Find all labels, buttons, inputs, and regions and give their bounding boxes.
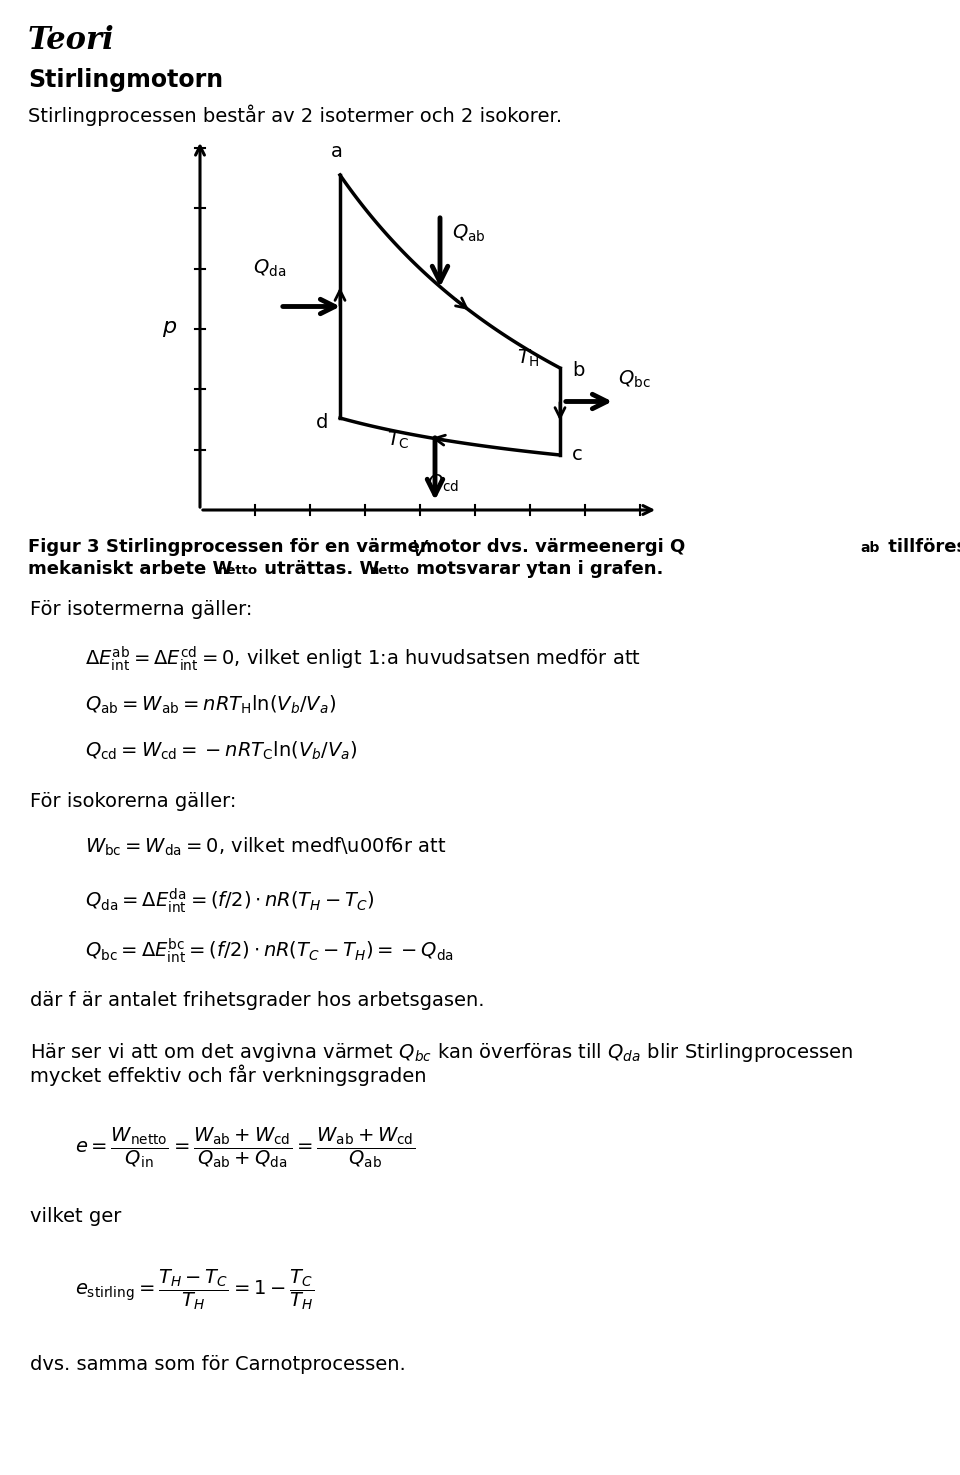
Text: $e = \dfrac{W_{\mathrm{netto}}}{Q_{\mathrm{in}}} = \dfrac{W_{\mathrm{ab}} + W_{\: $e = \dfrac{W_{\mathrm{netto}}}{Q_{\math… — [75, 1125, 415, 1170]
Text: c: c — [572, 445, 583, 465]
Text: $Q_{\mathrm{bc}} = \Delta E_{\mathrm{int}}^{\mathrm{bc}} = (f/2)\cdot nR(T_C - T: $Q_{\mathrm{bc}} = \Delta E_{\mathrm{int… — [85, 937, 454, 965]
Text: där f är antalet frihetsgrader hos arbetsgasen.: där f är antalet frihetsgrader hos arbet… — [30, 991, 485, 1010]
Text: netto: netto — [218, 563, 258, 577]
Text: d: d — [316, 413, 328, 432]
Text: $Q_\mathrm{ab}$: $Q_\mathrm{ab}$ — [452, 223, 486, 243]
Text: $T_\mathrm{H}$: $T_\mathrm{H}$ — [517, 347, 540, 369]
Text: uträttas. W: uträttas. W — [258, 560, 379, 578]
Text: För isotermerna gäller:: För isotermerna gäller: — [30, 600, 252, 620]
Text: $Q_\mathrm{cd}$: $Q_\mathrm{cd}$ — [427, 473, 459, 494]
Text: $V$: $V$ — [411, 540, 429, 560]
Text: Figur 3: Figur 3 — [28, 538, 100, 556]
Text: Stirlingprocessen består av 2 isotermer och 2 isokorer.: Stirlingprocessen består av 2 isotermer … — [28, 105, 563, 127]
Text: netto: netto — [370, 563, 410, 577]
Text: $T_\mathrm{C}$: $T_\mathrm{C}$ — [387, 429, 410, 451]
Text: Här ser vi att om det avgivna värmet $Q_{bc}$ kan överföras till $Q_{da}$ blir S: Här ser vi att om det avgivna värmet $Q_… — [30, 1041, 853, 1063]
Text: ab: ab — [860, 541, 879, 555]
Text: a: a — [331, 142, 343, 161]
Text: Stirlingmotorn: Stirlingmotorn — [28, 68, 223, 91]
Text: $Q_{\mathrm{da}} = \Delta E_{\mathrm{int}}^{\mathrm{da}} = (f/2)\cdot nR(T_H - T: $Q_{\mathrm{da}} = \Delta E_{\mathrm{int… — [85, 886, 374, 914]
Text: $Q_\mathrm{da}$: $Q_\mathrm{da}$ — [253, 257, 287, 279]
Text: mekaniskt arbete W: mekaniskt arbete W — [28, 560, 232, 578]
Text: $p$: $p$ — [162, 319, 178, 339]
Text: vilket ger: vilket ger — [30, 1207, 121, 1226]
Text: $Q_{\mathrm{cd}} = W_{\mathrm{cd}} = -nRT_{\mathrm{C}}\ln(V_b/V_a)$: $Q_{\mathrm{cd}} = W_{\mathrm{cd}} = -nR… — [85, 740, 357, 763]
Text: b: b — [572, 360, 585, 379]
Text: motsvarar ytan i grafen.: motsvarar ytan i grafen. — [410, 560, 663, 578]
Text: Stirlingprocessen för en värmemotor dvs. värmeenergi Q: Stirlingprocessen för en värmemotor dvs.… — [106, 538, 685, 556]
Text: mycket effektiv och får verkningsgraden: mycket effektiv och får verkningsgraden — [30, 1065, 426, 1087]
Text: $e_{\mathrm{stirling}} = \dfrac{T_H - T_C}{T_H} = 1 - \dfrac{T_C}{T_H}$: $e_{\mathrm{stirling}} = \dfrac{T_H - T_… — [75, 1267, 314, 1311]
Text: Teori: Teori — [28, 25, 115, 56]
Text: $\Delta E_{\mathrm{int}}^{\mathrm{ab}} = \Delta E_{\mathrm{int}}^{\mathrm{cd}} =: $\Delta E_{\mathrm{int}}^{\mathrm{ab}} =… — [85, 645, 641, 673]
Text: $W_{\mathrm{bc}} = W_{\mathrm{da}} = 0$, vilket medf\u00f6r att: $W_{\mathrm{bc}} = W_{\mathrm{da}} = 0$,… — [85, 836, 446, 858]
Text: tillföres och: tillföres och — [882, 538, 960, 556]
Text: För isokorerna gäller:: För isokorerna gäller: — [30, 792, 236, 811]
Text: dvs. samma som för Carnotprocessen.: dvs. samma som för Carnotprocessen. — [30, 1356, 406, 1375]
Text: $Q_\mathrm{bc}$: $Q_\mathrm{bc}$ — [618, 369, 651, 391]
Text: $Q_{\mathrm{ab}} = W_{\mathrm{ab}} = nRT_{\mathrm{H}}\ln(V_b/V_a)$: $Q_{\mathrm{ab}} = W_{\mathrm{ab}} = nRT… — [85, 695, 336, 717]
